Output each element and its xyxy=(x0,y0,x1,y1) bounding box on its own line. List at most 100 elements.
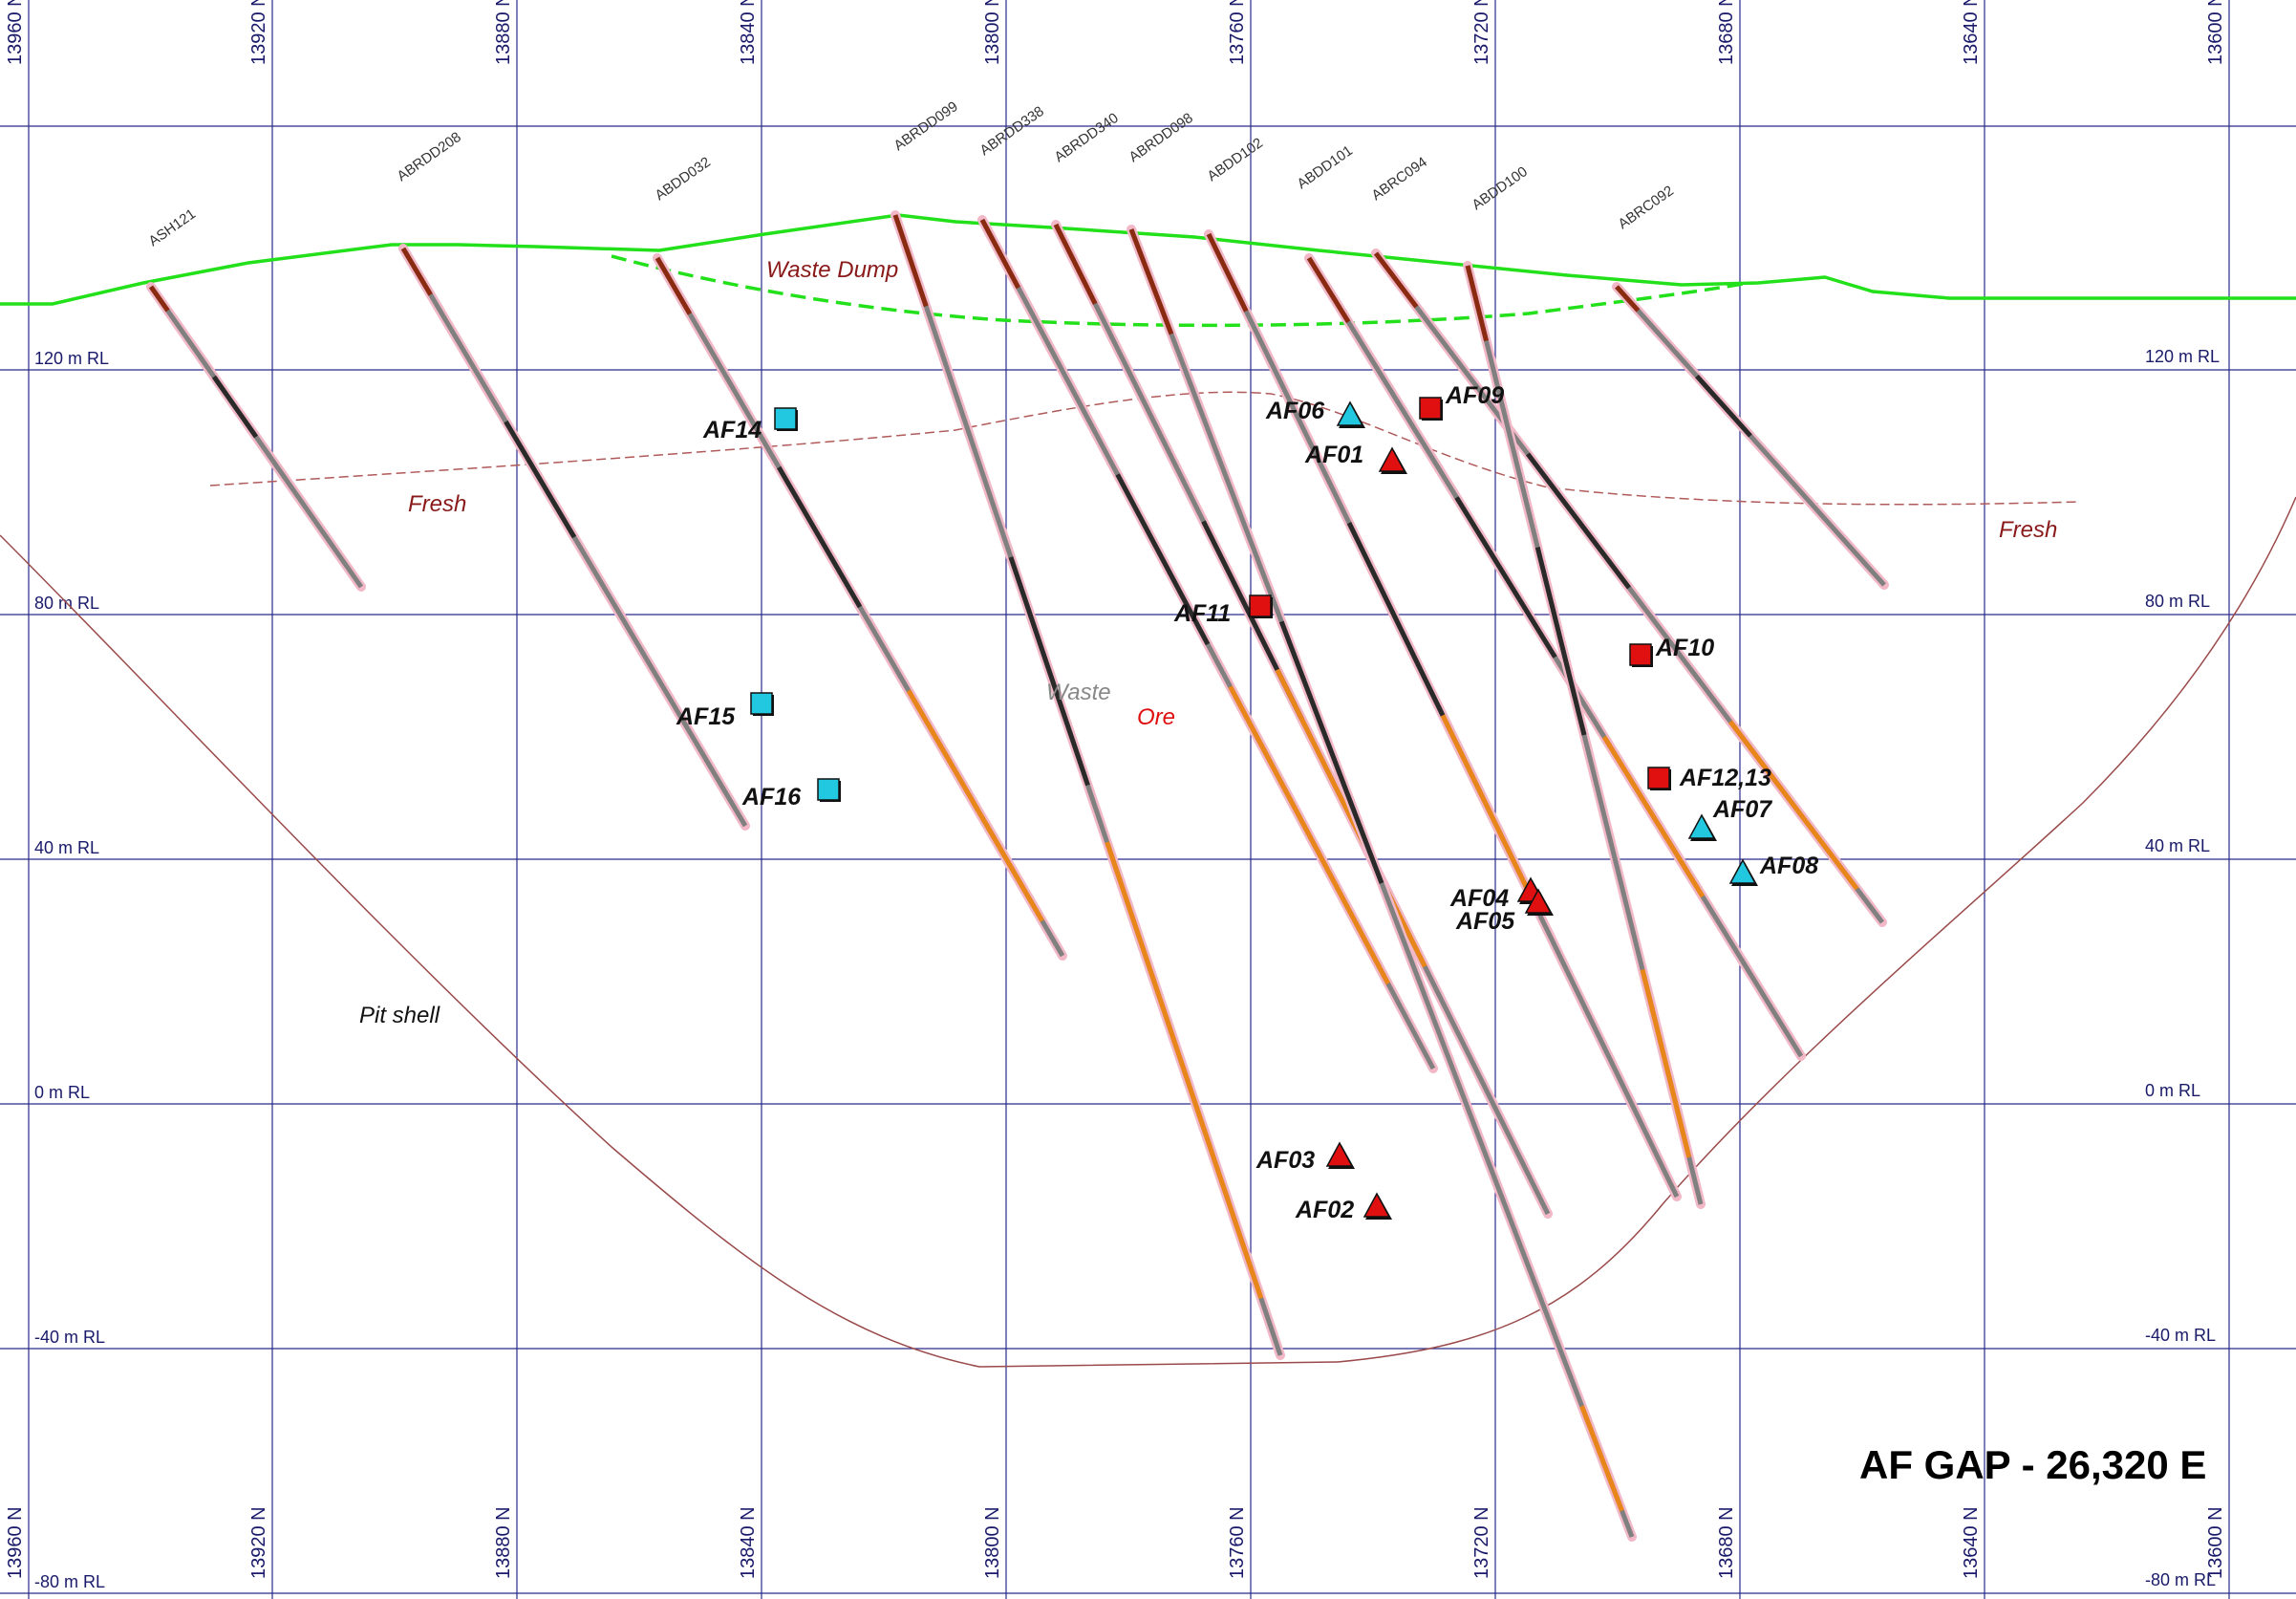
fresh-label-left: Fresh xyxy=(408,491,466,517)
hole-ore-interval xyxy=(1228,685,1391,985)
hole-dark-interval xyxy=(1115,473,1211,646)
hole-dark-interval xyxy=(1695,374,1752,438)
northing-label-bottom: 13640 N xyxy=(1961,1506,1982,1579)
hole-collar-segment xyxy=(1128,228,1174,335)
northing-label-top: 13920 N xyxy=(248,0,269,65)
hole-dark-interval xyxy=(211,375,259,439)
rl-label-right: 0 m RL xyxy=(2145,1081,2200,1100)
marker-square xyxy=(750,692,773,715)
northing-label-top: 13600 N xyxy=(2205,0,2226,65)
hole-collar-segment xyxy=(1615,285,1641,313)
hole-collar-segment xyxy=(1206,232,1249,313)
northing-label-top: 13800 N xyxy=(982,0,1003,65)
northing-label-bottom: 13840 N xyxy=(738,1506,759,1579)
northing-label-bottom: 13720 N xyxy=(1471,1506,1492,1579)
marker-label: AF05 xyxy=(1455,908,1515,935)
marker-triangle xyxy=(1325,1141,1354,1167)
hole-collar-segment xyxy=(1374,251,1419,309)
hole-ore-interval xyxy=(1579,1405,1624,1512)
marker-label: AF12,13 xyxy=(1679,765,1771,791)
hole-collar-segment xyxy=(979,218,1020,290)
marker-label: AF03 xyxy=(1255,1147,1315,1174)
marker-label: AF01 xyxy=(1304,442,1363,468)
northing-label-bottom: 13760 N xyxy=(1227,1506,1248,1579)
marker-label: AF11 xyxy=(1173,600,1231,627)
hole-dark-interval xyxy=(504,420,577,539)
northing-label-bottom: 13600 N xyxy=(2205,1506,2226,1579)
marker-square xyxy=(1419,397,1442,420)
marker-label: AF02 xyxy=(1295,1197,1354,1223)
marker-label: AF09 xyxy=(1445,382,1504,409)
marker-label: AF04 xyxy=(1449,885,1509,912)
marker-label: AF14 xyxy=(702,417,762,443)
hole-dark-interval xyxy=(1008,556,1090,787)
rl-label-left: 40 m RL xyxy=(34,838,99,857)
hole-ore-interval xyxy=(1275,668,1427,968)
hole-collar-segment xyxy=(1053,223,1098,305)
hole-collar-segment xyxy=(148,285,170,313)
rl-label-right: -80 m RL xyxy=(2145,1570,2216,1589)
marker-triangle xyxy=(1687,813,1716,839)
marker-label: AF10 xyxy=(1655,635,1714,661)
northing-label-top: 13760 N xyxy=(1227,0,1248,65)
ore-label: Ore xyxy=(1137,704,1175,730)
hole-ore-interval xyxy=(906,689,1044,922)
fresh-label-right: Fresh xyxy=(1999,517,2057,543)
northing-label-top: 13880 N xyxy=(493,0,514,65)
waste-dump-label: Waste Dump xyxy=(766,257,898,283)
marker-triangle xyxy=(1363,1192,1391,1218)
northing-label-bottom: 13920 N xyxy=(248,1506,269,1579)
marker-square xyxy=(1249,594,1272,617)
hole-ore-interval xyxy=(1728,720,1859,891)
hole-collar-segment xyxy=(892,214,929,308)
marker-square xyxy=(817,778,840,801)
northing-label-bottom: 13680 N xyxy=(1716,1506,1737,1579)
hole-ore-interval xyxy=(1601,735,1706,898)
hole-ore-interval xyxy=(1440,714,1539,909)
hole-dark-interval xyxy=(777,465,863,609)
hole-collar-segment xyxy=(654,256,693,315)
marker-square xyxy=(1647,767,1670,789)
fresh-boundary-line xyxy=(209,391,2079,506)
hole-ore-interval xyxy=(1105,841,1264,1300)
rl-label-right: 80 m RL xyxy=(2145,592,2210,611)
rl-label-right: 40 m RL xyxy=(2145,836,2210,855)
hole-collar-segment xyxy=(1465,265,1489,342)
northing-label-bottom: 13960 N xyxy=(5,1506,26,1579)
hole-dark-interval xyxy=(1526,452,1631,590)
northing-label-top: 13720 N xyxy=(1471,0,1492,65)
hole-ore-interval xyxy=(1640,968,1692,1158)
marker-square xyxy=(1629,643,1652,666)
marker-triangle xyxy=(1378,446,1406,472)
pit-shell-label: Pit shell xyxy=(359,1003,440,1028)
marker-triangle xyxy=(1524,888,1553,914)
northing-label-bottom: 13800 N xyxy=(982,1506,1003,1579)
hole-dark-interval xyxy=(1278,620,1384,884)
northing-label-top: 13640 N xyxy=(1961,0,1982,65)
rl-label-right: -40 m RL xyxy=(2145,1326,2216,1345)
northing-label-bottom: 13880 N xyxy=(493,1506,514,1579)
rl-label-left: -80 m RL xyxy=(34,1572,105,1591)
marker-label: AF16 xyxy=(741,784,802,810)
marker-label: AF08 xyxy=(1759,853,1818,879)
topography-line xyxy=(0,213,2296,306)
waste-label: Waste xyxy=(1046,680,1111,705)
section-title: AF GAP - 26,320 E xyxy=(1859,1442,2206,1487)
marker-label: AF15 xyxy=(676,703,736,730)
marker-square xyxy=(774,407,797,430)
hole-dark-interval xyxy=(1346,522,1446,717)
northing-label-top: 13680 N xyxy=(1716,0,1737,65)
pit-shell-line xyxy=(0,496,2296,1368)
hole-collar-segment xyxy=(400,247,433,296)
marker-triangle xyxy=(1728,858,1757,884)
marker-label: AF07 xyxy=(1712,796,1772,823)
northing-label-top: 13840 N xyxy=(738,0,759,65)
marker-label: AF06 xyxy=(1265,398,1325,424)
northing-label-top: 13960 N xyxy=(5,0,26,65)
rl-label-right: 120 m RL xyxy=(2145,347,2220,366)
marker-triangle xyxy=(1336,400,1364,426)
hole-dark-interval xyxy=(1454,496,1557,659)
